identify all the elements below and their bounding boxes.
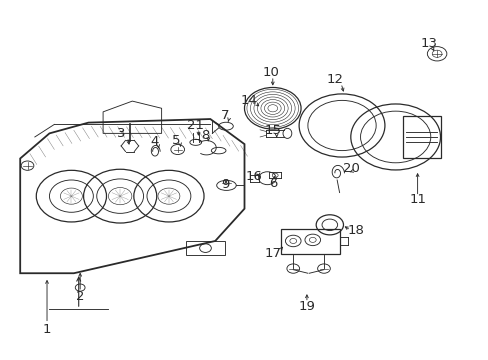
Text: 1: 1 <box>42 323 51 336</box>
Text: 16: 16 <box>245 170 262 183</box>
Text: 8: 8 <box>201 129 209 142</box>
Text: 20: 20 <box>343 162 360 175</box>
Text: 13: 13 <box>420 36 436 50</box>
Text: 5: 5 <box>172 134 180 147</box>
Text: 15: 15 <box>264 124 281 137</box>
Text: 10: 10 <box>263 66 279 79</box>
Text: 2: 2 <box>76 290 84 303</box>
Text: 9: 9 <box>221 178 229 191</box>
Text: 12: 12 <box>325 73 343 86</box>
Text: 4: 4 <box>150 135 158 148</box>
Text: 6: 6 <box>269 177 277 190</box>
Text: 19: 19 <box>298 300 315 313</box>
Text: 7: 7 <box>220 109 229 122</box>
Text: 3: 3 <box>117 127 125 140</box>
Text: 14: 14 <box>241 94 257 107</box>
Text: 11: 11 <box>408 193 425 206</box>
Text: 21: 21 <box>187 119 204 132</box>
Text: 18: 18 <box>346 224 364 238</box>
Text: 17: 17 <box>264 247 281 260</box>
